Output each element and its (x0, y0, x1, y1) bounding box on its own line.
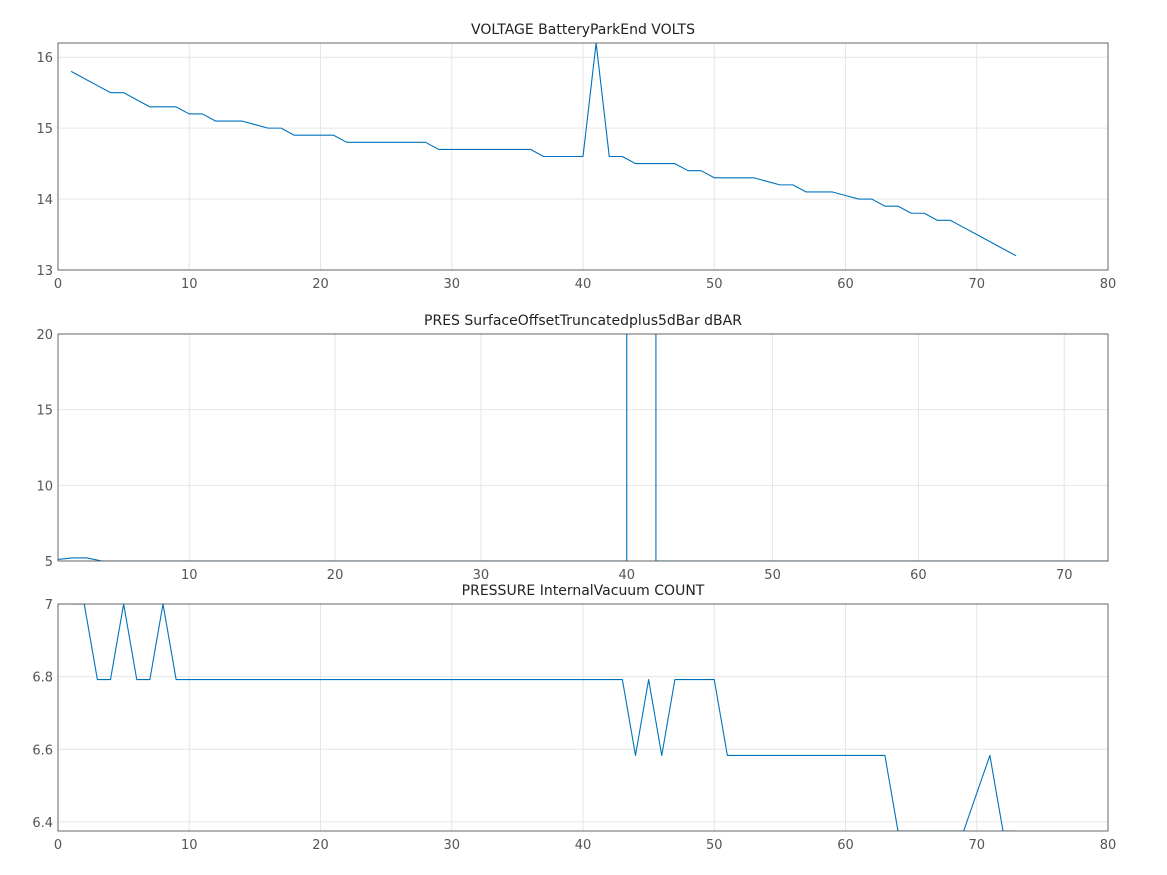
y-tick-label: 15 (36, 122, 53, 137)
x-tick-label: 10 (181, 277, 198, 292)
x-tick-label: 10 (181, 568, 198, 583)
y-tick-label: 6.4 (32, 816, 53, 831)
x-tick-label: 60 (910, 568, 927, 583)
series-line (58, 334, 1108, 561)
y-tick-label: 10 (36, 479, 53, 494)
y-tick-label: 7 (45, 598, 53, 613)
x-tick-label: 50 (764, 568, 781, 583)
x-tick-label: 40 (618, 568, 635, 583)
x-tick-label: 60 (837, 838, 854, 853)
x-tick-label: 30 (443, 277, 460, 292)
axes-frame (57, 42, 1109, 271)
y-tick-label: 15 (36, 404, 53, 419)
subplot-3: 0 10 20 30 40 50 60 70 80 6.4 6.6 6.8 7 PRESSURE Inte… (32, 583, 1116, 853)
x-tick-label: 10 (181, 838, 198, 853)
y-tick-label: 14 (36, 193, 53, 208)
x-tick-label: 0 (54, 277, 62, 292)
x-tick-label: 60 (837, 277, 854, 292)
subplot-2: 10 20 30 40 50 60 70 5 10 15 20 PRES SurfaceOffsetT… (36, 313, 1109, 583)
y-tick-label: 6.6 (32, 743, 53, 758)
y-tick-label: 6.8 (32, 671, 53, 686)
axes-frame (57, 333, 1109, 562)
y-tick-label: 5 (45, 555, 53, 570)
y-tick-label: 16 (36, 51, 53, 66)
x-tick-label: 30 (473, 568, 490, 583)
x-tick-label: 80 (1100, 838, 1117, 853)
x-tick-label: 80 (1100, 277, 1117, 292)
x-tick-label: 70 (968, 277, 985, 292)
x-tick-label: 20 (312, 277, 329, 292)
x-tick-label: 70 (968, 838, 985, 853)
axes-frame (57, 603, 1109, 832)
chart-title: PRESSURE InternalVacuum COUNT (462, 583, 705, 599)
x-tick-label: 20 (312, 838, 329, 853)
x-tick-label: 70 (1056, 568, 1073, 583)
subplot-1: 0 10 20 30 40 50 60 70 80 13 14 15 16 VOLTAGE Battery… (36, 22, 1116, 292)
chart-title: VOLTAGE BatteryParkEnd VOLTS (471, 22, 695, 38)
x-tick-label: 40 (575, 277, 592, 292)
chart-title: PRES SurfaceOffsetTruncatedplus5dBar dBA… (424, 313, 742, 329)
series-line (71, 604, 1017, 831)
x-tick-label: 50 (706, 838, 723, 853)
y-tick-label: 20 (36, 328, 53, 343)
x-tick-label: 30 (443, 838, 460, 853)
y-tick-label: 13 (36, 264, 53, 279)
x-tick-label: 20 (327, 568, 344, 583)
x-tick-label: 0 (54, 838, 62, 853)
series-line (70, 43, 1017, 257)
x-tick-label: 40 (575, 838, 592, 853)
x-tick-label: 50 (706, 277, 723, 292)
